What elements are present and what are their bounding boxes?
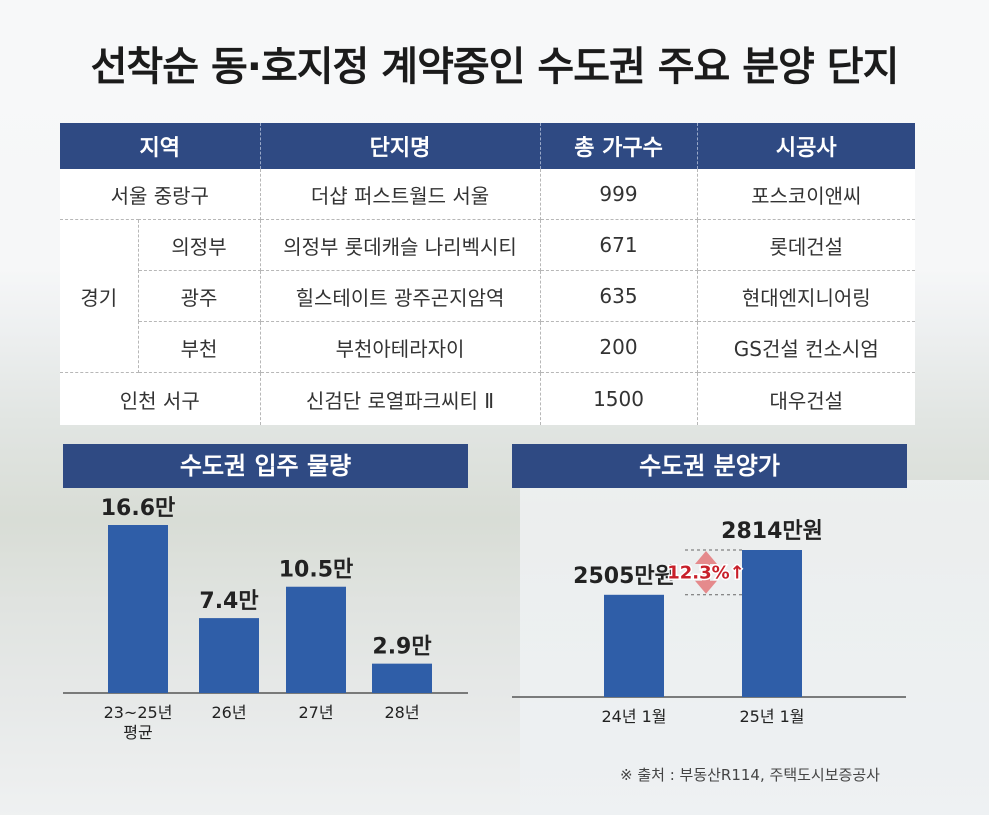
cell-units: 671 — [540, 219, 698, 271]
table-row: 경기 의정부 의정부 롯데캐슬 나리벡시티 671 롯데건설 — [60, 219, 916, 373]
chart2-title: 수도권 분양가 — [512, 444, 907, 488]
cell-region: 인천 서구 — [60, 372, 261, 425]
cell-units: 1500 — [540, 372, 698, 425]
data-label: 16.6만 — [101, 496, 176, 521]
table-row: 광주 힐스테이트 광주곤지암역 635 현대엔지니어링 — [60, 270, 916, 322]
cell-name: 신검단 로열파크씨티 Ⅱ — [260, 372, 541, 425]
cell-builder: 현대엔지니어링 — [697, 270, 916, 322]
page-title: 선착순 동·호지정 계약중인 수도권 주요 분양 단지 — [90, 44, 900, 90]
complex-table: 지역 단지명 총 가구수 시공사 서울 중랑구 더샵 퍼스트월드 서울 999 … — [60, 123, 916, 425]
cell-name: 의정부 롯데캐슬 나리벡시티 — [260, 219, 541, 271]
cell-builder: 대우건설 — [697, 372, 916, 425]
data-label: 2505만원 — [573, 564, 675, 589]
table-row: 부천 부천아테라자이 200 GS건설 컨소시엄 — [60, 321, 916, 373]
cell-region: 경기 — [60, 219, 139, 373]
table-row: 인천 서구 신검단 로열파크씨티 Ⅱ 1500 대우건설 — [60, 372, 916, 425]
bar — [286, 586, 346, 693]
x-tick-label: 23~25년 — [104, 703, 173, 722]
table-row: 서울 중랑구 더샵 퍼스트월드 서울 999 포스코이앤씨 — [60, 169, 916, 220]
change-arrow-shaft — [702, 562, 710, 583]
data-label: 2.9만 — [372, 635, 431, 660]
bar — [108, 525, 168, 693]
cell-units: 635 — [540, 270, 698, 322]
x-tick-label: 평균 — [123, 723, 152, 742]
bar — [372, 663, 432, 693]
bar — [199, 618, 259, 693]
cell-subregion: 부천 — [138, 321, 261, 373]
change-annotation: 12.3%↑ — [667, 562, 745, 583]
header-region: 지역 — [60, 123, 261, 169]
bar — [742, 550, 802, 697]
cell-region: 서울 중랑구 — [60, 169, 261, 220]
bar — [604, 594, 664, 697]
table-header-row: 지역 단지명 총 가구수 시공사 — [60, 123, 916, 169]
chart1-title: 수도권 입주 물량 — [63, 444, 468, 488]
x-tick-label: 24년 1월 — [601, 707, 666, 726]
cell-name: 더샵 퍼스트월드 서울 — [260, 169, 541, 220]
cell-builder: 롯데건설 — [697, 219, 916, 271]
header-units: 총 가구수 — [540, 123, 698, 169]
cell-builder: 포스코이앤씨 — [697, 169, 916, 220]
x-tick-label: 28년 — [384, 703, 419, 722]
change-arrow-head — [695, 551, 717, 564]
change-arrow-head — [695, 580, 717, 594]
x-tick-label: 26년 — [211, 703, 246, 722]
cell-name: 부천아테라자이 — [260, 321, 541, 373]
cell-name: 힐스테이트 광주곤지암역 — [260, 270, 541, 322]
cell-builder: GS건설 컨소시엄 — [697, 321, 916, 373]
cell-units: 200 — [540, 321, 698, 373]
cell-subregion: 광주 — [138, 270, 261, 322]
x-tick-label: 25년 1월 — [739, 707, 804, 726]
x-tick-label: 27년 — [298, 703, 333, 722]
data-label: 7.4만 — [199, 589, 258, 614]
data-label: 10.5만 — [279, 558, 354, 583]
cell-units: 999 — [540, 169, 698, 220]
header-name: 단지명 — [260, 123, 541, 169]
source-note: ※ 출처 : 부동산R114, 주택도시보증공사 — [620, 766, 880, 784]
data-label: 2814만원 — [721, 519, 823, 544]
cell-subregion: 의정부 — [138, 219, 261, 271]
header-builder: 시공사 — [697, 123, 916, 169]
